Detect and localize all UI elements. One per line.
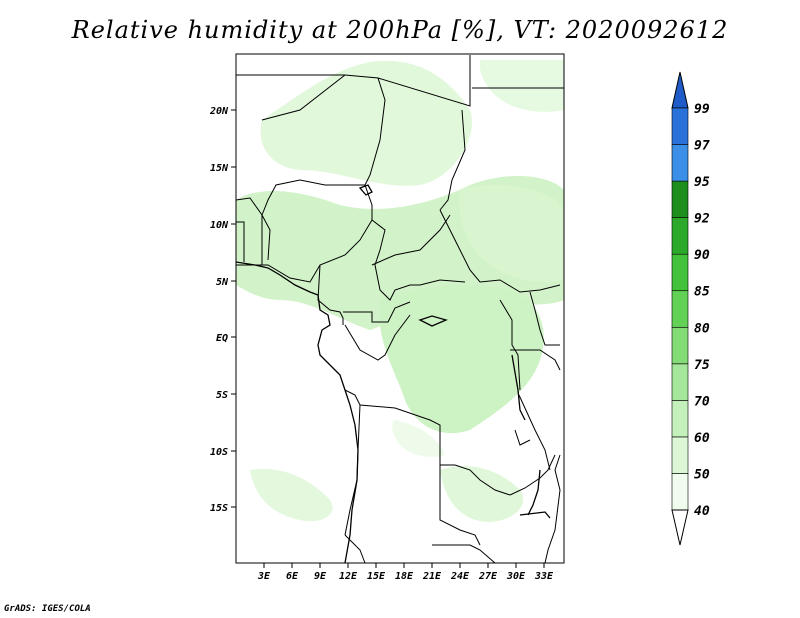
lon-label: 9E	[314, 571, 327, 582]
colorbar-box	[671, 290, 689, 328]
colorbar-label: 50	[694, 467, 710, 482]
humidity-area-north-east	[479, 60, 564, 112]
colorbar-label: 75	[694, 358, 710, 373]
credit-text: GrADS: IGES/COLA	[4, 604, 91, 614]
colorbar-label: 85	[694, 285, 710, 300]
colorbar-label: 97	[694, 139, 710, 154]
colorbar-box	[671, 217, 689, 255]
colorbar-below-arrow	[671, 509, 689, 546]
colorbar-label: 60	[694, 431, 710, 446]
humidity-area-central	[379, 284, 544, 434]
latitude-axis: 20N 15N 10N 5N EQ 5S 10S 15S	[209, 106, 236, 514]
country-borders	[236, 55, 564, 563]
lat-label: EQ	[216, 333, 228, 344]
lon-label: 12E	[339, 571, 358, 582]
lon-label: 18E	[395, 571, 414, 582]
lon-label: 30E	[506, 571, 526, 582]
colorbar-box	[671, 473, 689, 511]
map-frame	[235, 53, 565, 564]
lat-label: 20N	[209, 106, 229, 117]
colorbar-label: 92	[694, 212, 710, 227]
lat-label: 15N	[210, 163, 229, 174]
lat-label: 10N	[210, 220, 229, 231]
lon-label: 27E	[478, 571, 498, 582]
coastline	[236, 184, 551, 563]
colorbar-label: 90	[694, 248, 710, 263]
lon-label: 6E	[286, 571, 299, 582]
lon-label: 3E	[257, 571, 271, 582]
colorbar-box	[671, 363, 689, 401]
colorbar-label: 99	[694, 102, 710, 117]
humidity-area-east	[459, 184, 564, 282]
colorbar-box	[671, 400, 689, 438]
lon-label: 33E	[534, 571, 554, 582]
humidity-area-south	[250, 468, 333, 522]
colorbar-box	[671, 144, 689, 182]
humidity-area-south-east	[440, 466, 524, 522]
lat-label: 10S	[210, 447, 228, 458]
humidity-area-north	[260, 60, 472, 186]
lon-label: 24E	[450, 571, 470, 582]
colorbar-label: 95	[694, 175, 710, 190]
colorbar-box	[671, 436, 689, 474]
colorbar-box	[671, 180, 689, 218]
colorbar-box	[671, 107, 689, 145]
colorbar-above-arrow	[671, 71, 689, 109]
humidity-field	[236, 60, 564, 522]
humidity-area-angola	[392, 420, 445, 457]
colorbar-label: 70	[694, 394, 710, 409]
lat-label: 15S	[210, 503, 228, 514]
colorbar-box	[671, 326, 689, 365]
colorbar-box	[671, 253, 689, 292]
colorbar: 40 50 60 70 75 80 85 90 92 95 97 99	[671, 71, 710, 546]
lat-label: 5S	[216, 390, 228, 401]
colorbar-label: 40	[694, 504, 710, 519]
lon-label: 21E	[422, 571, 442, 582]
lat-label: 5N	[216, 277, 229, 288]
lon-label: 15E	[367, 571, 386, 582]
colorbar-label: 80	[694, 321, 710, 336]
longitude-axis: 3E 6E 9E 12E 15E 18E 21E 24E 27E 30E 33E	[257, 563, 554, 582]
chart-title: Relative humidity at 200hPa [%], VT: 202…	[71, 16, 729, 44]
